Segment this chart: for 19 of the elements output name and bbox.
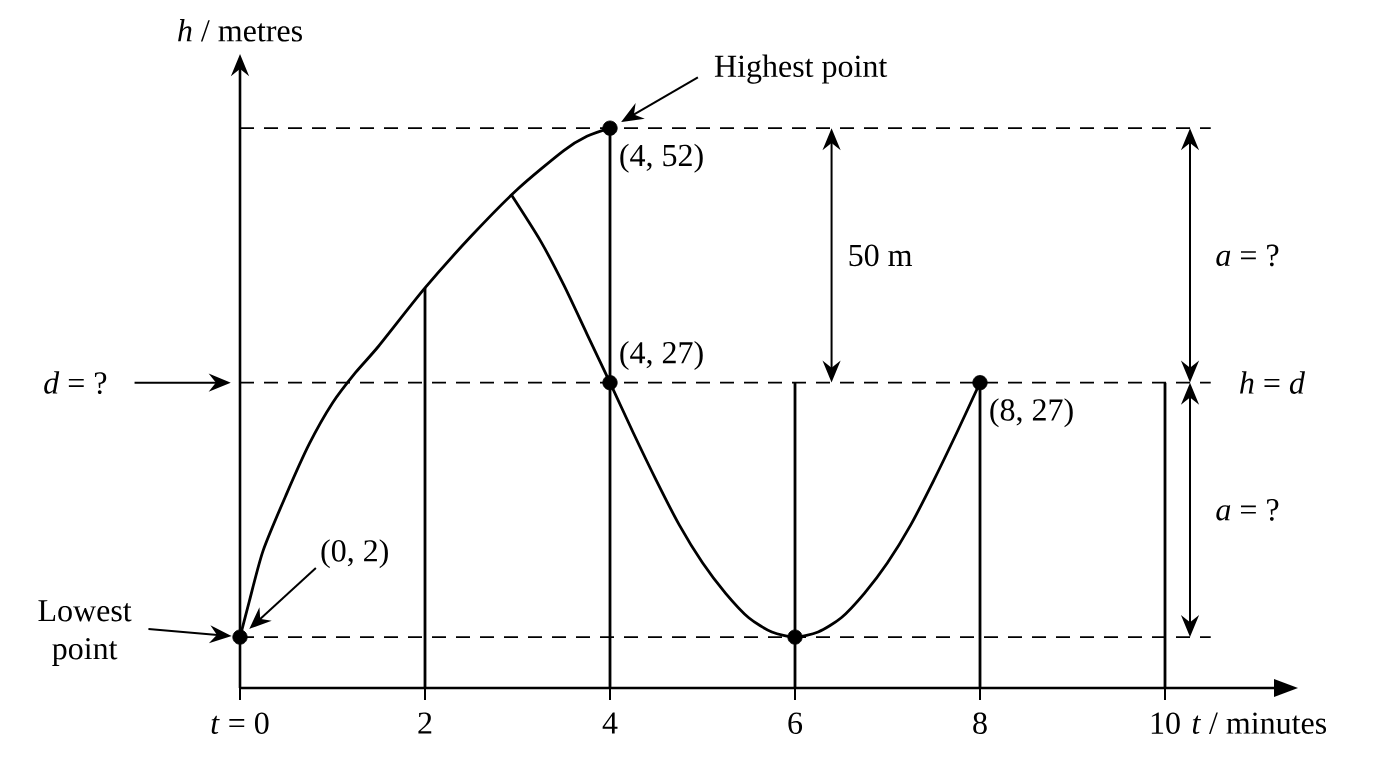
annotation: a = ? (1216, 499, 1279, 521)
text: d = ? (44, 371, 107, 394)
data-label: (4, 52) (620, 143, 703, 173)
text: Lowest point (38, 600, 132, 666)
x-tick-label: 4 (602, 712, 618, 734)
ref-line-label: h = d (1240, 371, 1305, 394)
y-axis-title: h / metres (178, 19, 302, 42)
x-tick-label: 8 (973, 712, 987, 734)
annotation: Highest point (714, 54, 888, 84)
data-label: (8, 27) (990, 398, 1073, 428)
x-tick-label: t = 0 (211, 712, 269, 734)
x-tick-label: 2 (418, 712, 432, 734)
annotation: a = ? (1216, 244, 1279, 267)
x-axis-title: t / minutes (1192, 712, 1327, 734)
x-tick-label: 10 (1151, 712, 1180, 734)
data-label: (4, 27) (620, 341, 703, 371)
annotation: (0, 2) (321, 539, 388, 569)
annotation: 50 m (849, 244, 913, 267)
x-tick-label: 6 (788, 712, 803, 734)
